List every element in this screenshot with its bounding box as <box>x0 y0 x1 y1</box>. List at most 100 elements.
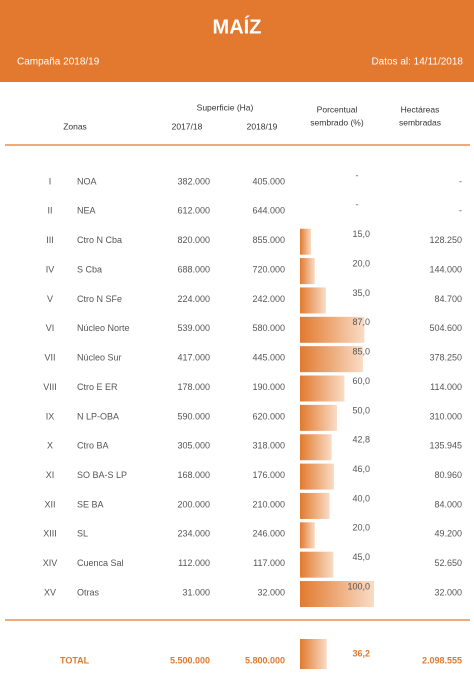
area-2018: 176.000 <box>252 470 285 480</box>
hectares: 80.960 <box>434 470 462 480</box>
zone-name: Ctro E ER <box>77 382 118 392</box>
zone-number: V <box>47 294 53 304</box>
pct-label: 60,0 <box>352 376 370 386</box>
zone-number: VI <box>46 323 55 333</box>
pct-label: 42,8 <box>352 435 370 445</box>
col-header: Superficie (Ha) <box>197 102 254 112</box>
pct-bar <box>300 492 330 519</box>
pct-label: 46,0 <box>352 464 370 474</box>
area-2017: 112.000 <box>178 558 210 568</box>
col-header: sembradas <box>399 117 441 127</box>
pct-bar <box>300 258 315 285</box>
zone-number: III <box>46 235 54 245</box>
col-header: Zonas <box>63 121 87 131</box>
pct-label: - <box>356 200 359 210</box>
area-2017: 382.000 <box>177 176 210 186</box>
pct-label: 20,0 <box>352 523 370 533</box>
pct-bar <box>300 434 332 461</box>
pct-label: 36,2 <box>352 648 370 658</box>
total-label: TOTAL <box>60 655 90 665</box>
area-2018: 246.000 <box>252 529 285 539</box>
hectares: - <box>459 176 462 186</box>
zone-number: VII <box>44 353 55 363</box>
zone-number: XIII <box>43 529 57 539</box>
date: Datos al: 14/11/2018 <box>371 57 463 68</box>
col-header: 2018/19 <box>247 121 278 131</box>
area-2018: 620.000 <box>252 411 285 421</box>
pct-label: 100,0 <box>347 581 370 591</box>
zone-name: Cuenca Sal <box>77 558 124 568</box>
zone-name: Otras <box>77 587 100 597</box>
area-2018: 117.000 <box>253 558 285 568</box>
zone-number: IX <box>46 411 55 421</box>
area-2018: 644.000 <box>252 206 285 216</box>
area-2017: 305.000 <box>177 441 210 451</box>
hectares: 49.200 <box>434 529 462 539</box>
area-2017: 590.000 <box>177 411 210 421</box>
area-2017: 178.000 <box>177 382 210 392</box>
hectares: - <box>459 206 462 216</box>
area-2018: 210.000 <box>252 499 285 509</box>
pct-label: 87,0 <box>352 317 370 327</box>
total-2018: 5.800.000 <box>245 655 285 665</box>
zone-number: XII <box>44 499 55 509</box>
total-hectares: 2.098.555 <box>422 655 462 665</box>
area-2017: 688.000 <box>177 264 210 274</box>
pct-bar <box>300 522 315 549</box>
area-2017: 820.000 <box>177 235 210 245</box>
zone-name: Ctro BA <box>77 441 109 451</box>
area-2017: 539.000 <box>177 323 210 333</box>
hectares: 144.000 <box>429 264 462 274</box>
pct-bar <box>300 346 363 373</box>
area-2018: 720.000 <box>252 264 285 274</box>
col-header: Hectáreas <box>401 104 440 114</box>
col-header: Porcentual <box>317 104 358 114</box>
area-2018: 855.000 <box>252 235 285 245</box>
pct-bar <box>300 639 327 669</box>
hectares: 84.000 <box>434 499 462 509</box>
pct-label: 50,0 <box>352 405 370 415</box>
area-2017: 168.000 <box>177 470 210 480</box>
zone-number: IV <box>46 264 55 274</box>
zone-number: II <box>47 206 52 216</box>
pct-label: 45,0 <box>352 552 370 562</box>
area-2017: 31.000 <box>182 587 210 597</box>
pct-label: 15,0 <box>352 229 370 239</box>
area-2018: 405.000 <box>252 176 285 186</box>
pct-bar <box>300 404 337 431</box>
area-2018: 190.000 <box>252 382 285 392</box>
area-2018: 580.000 <box>252 323 285 333</box>
pct-bar <box>300 581 374 608</box>
pct-bar <box>300 287 326 314</box>
pct-bar <box>300 316 365 343</box>
area-2017: 200.000 <box>177 499 210 509</box>
pct-bar <box>300 228 312 255</box>
hectares: 114.000 <box>430 382 462 392</box>
pct-label: 20,0 <box>352 258 370 268</box>
zone-number: I <box>49 176 52 186</box>
zone-name: SO BA-S LP <box>77 470 127 480</box>
col-header: sembrado (%) <box>310 117 364 127</box>
zone-number: XIV <box>43 558 58 568</box>
area-2017: 234.000 <box>177 529 210 539</box>
zone-number: VIII <box>43 382 57 392</box>
zone-name: NEA <box>77 206 96 216</box>
hectares: 84.700 <box>434 294 462 304</box>
zone-name: N LP-OBA <box>77 411 119 421</box>
hectares: 504.600 <box>429 323 462 333</box>
pct-bar <box>300 375 345 402</box>
hectares: 32.000 <box>434 587 462 597</box>
zone-number: XI <box>46 470 55 480</box>
pct-label: 40,0 <box>352 493 370 503</box>
hectares: 52.650 <box>434 558 462 568</box>
area-2017: 224.000 <box>177 294 210 304</box>
total-2017: 5.500.000 <box>170 655 210 665</box>
zone-name: Núcleo Norte <box>77 323 130 333</box>
area-2018: 242.000 <box>252 294 285 304</box>
area-2018: 445.000 <box>252 353 285 363</box>
pct-bar <box>300 551 334 578</box>
area-2018: 32.000 <box>257 587 285 597</box>
hectares: 128.250 <box>429 235 462 245</box>
zone-name: SE BA <box>77 499 104 509</box>
